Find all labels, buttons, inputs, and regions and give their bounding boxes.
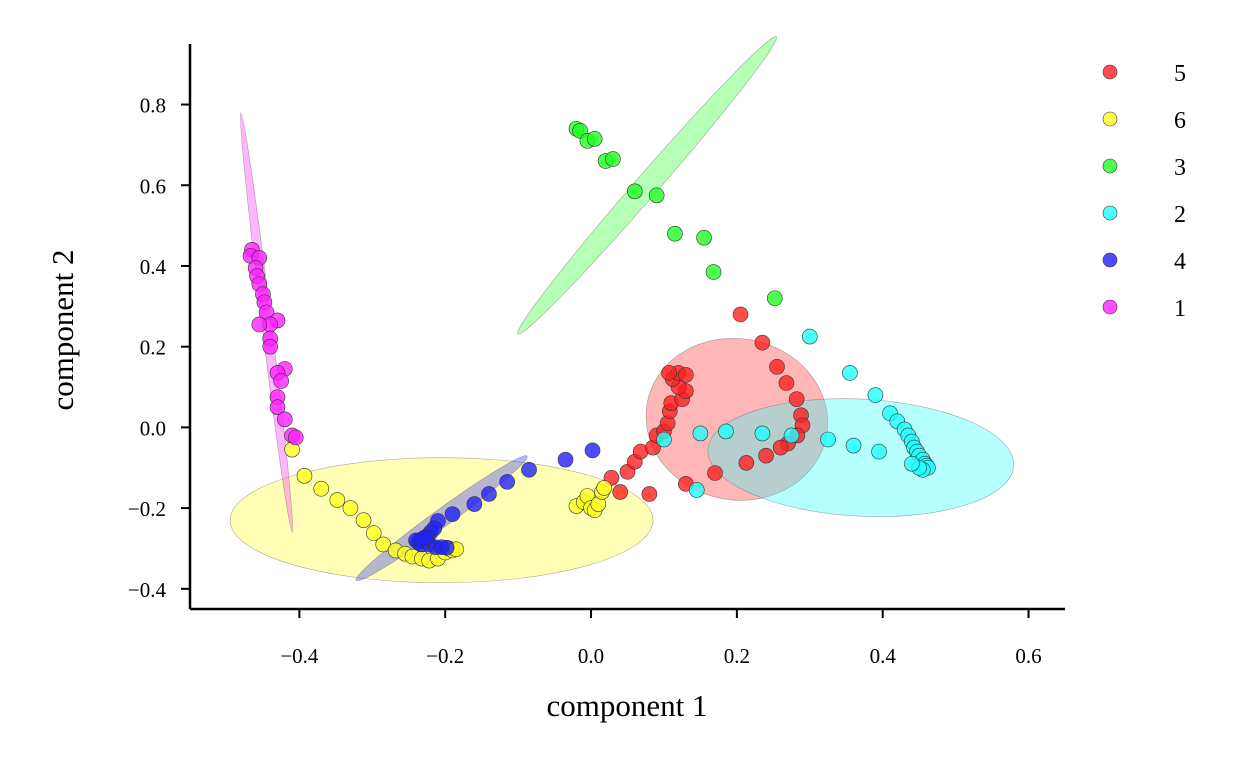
point-series-3 xyxy=(648,187,665,204)
x-tick-label: 0.4 xyxy=(870,644,897,668)
legend-marker-4 xyxy=(1102,252,1118,268)
point-series-2 xyxy=(692,425,709,442)
point-series-4 xyxy=(521,461,537,478)
point-series-1 xyxy=(269,399,286,416)
legend-label-1: 1 xyxy=(1174,296,1186,322)
axes xyxy=(188,44,1065,611)
point-series-4 xyxy=(499,474,515,490)
point-series-4 xyxy=(466,496,483,512)
point-series-6 xyxy=(329,492,346,508)
point-series-2 xyxy=(820,431,836,448)
point-series-4 xyxy=(557,451,574,468)
point-series-2 xyxy=(842,365,858,381)
point-series-3 xyxy=(766,290,783,307)
legend-label-3: 3 xyxy=(1174,155,1186,181)
point-series-4 xyxy=(444,506,461,522)
ticks: −0.4 −0.2 0.0 0.2 0.4 0.6 −0.4 −0.2 0.0 0.2 0.4 0.6… xyxy=(128,94,1042,668)
x-tick-label: 0.2 xyxy=(724,644,750,668)
x-tick-label: 0.0 xyxy=(578,644,604,668)
y-tick-label: −0.4 xyxy=(128,578,167,602)
point-series-2 xyxy=(801,328,818,345)
point-series-2 xyxy=(718,423,734,440)
point-series-2 xyxy=(845,437,862,454)
point-series-5 xyxy=(738,455,755,471)
point-series-5 xyxy=(732,306,749,323)
point-series-6 xyxy=(355,512,372,529)
legend: 5 6 3 2 4 1 xyxy=(1102,61,1186,322)
point-series-2 xyxy=(754,425,771,442)
point-series-6 xyxy=(296,468,313,484)
legend-marker-6 xyxy=(1102,111,1118,127)
point-series-5 xyxy=(788,391,805,407)
legend-label-4: 4 xyxy=(1174,249,1186,275)
point-series-3 xyxy=(605,151,621,167)
legend-marker-1 xyxy=(1102,299,1118,315)
point-series-1 xyxy=(287,429,304,446)
point-series-5 xyxy=(612,484,629,500)
data-points xyxy=(242,120,936,569)
point-series-4 xyxy=(416,529,433,546)
point-series-6 xyxy=(596,480,612,496)
y-tick-label: 0.8 xyxy=(140,94,166,118)
point-series-5 xyxy=(641,486,658,502)
point-series-2 xyxy=(871,443,887,460)
y-tick-label: 0.4 xyxy=(140,255,167,279)
y-tick-label: 0.0 xyxy=(140,416,166,440)
point-series-1 xyxy=(262,338,279,355)
point-series-3 xyxy=(696,229,712,246)
y-tick-label: −0.2 xyxy=(128,497,166,521)
point-series-1 xyxy=(251,316,268,333)
legend-label-2: 2 xyxy=(1174,202,1186,228)
point-series-4 xyxy=(584,442,601,459)
legend-label-6: 6 xyxy=(1174,108,1186,134)
x-tick-label: 0.6 xyxy=(1015,644,1041,668)
point-series-5 xyxy=(758,447,774,464)
point-series-4 xyxy=(438,539,455,556)
cluster-ellipse-2 xyxy=(707,398,1015,517)
y-tick-label: 0.2 xyxy=(140,336,166,360)
legend-marker-3 xyxy=(1102,158,1118,174)
point-series-5 xyxy=(678,367,694,383)
point-series-2 xyxy=(867,387,884,403)
x-axis-title: component 1 xyxy=(547,688,708,723)
point-series-5 xyxy=(772,439,789,456)
point-series-6 xyxy=(365,525,382,541)
point-series-3 xyxy=(705,264,722,280)
point-series-3 xyxy=(626,183,643,200)
legend-label-5: 5 xyxy=(1174,61,1186,87)
y-axis-title: component 2 xyxy=(45,250,80,411)
point-series-5 xyxy=(661,365,677,381)
point-series-5 xyxy=(778,375,795,391)
x-tick-label: −0.4 xyxy=(280,644,319,668)
legend-marker-5 xyxy=(1102,64,1118,80)
point-series-5 xyxy=(707,465,723,481)
point-series-1 xyxy=(273,373,289,389)
y-tick-label: 0.6 xyxy=(140,174,166,198)
point-series-4 xyxy=(481,486,497,502)
point-series-1 xyxy=(276,411,293,428)
point-series-2 xyxy=(656,431,672,448)
point-series-6 xyxy=(313,480,330,497)
point-series-5 xyxy=(754,334,771,351)
legend-marker-2 xyxy=(1102,205,1118,221)
point-series-3 xyxy=(667,225,683,242)
point-series-2 xyxy=(688,482,705,498)
cluster-ellipse-3 xyxy=(517,36,777,335)
point-series-2 xyxy=(783,427,800,444)
x-tick-label: −0.2 xyxy=(426,644,464,668)
point-series-3 xyxy=(586,131,603,147)
point-series-6 xyxy=(342,500,359,516)
point-series-5 xyxy=(769,359,785,375)
point-series-2 xyxy=(904,455,920,472)
